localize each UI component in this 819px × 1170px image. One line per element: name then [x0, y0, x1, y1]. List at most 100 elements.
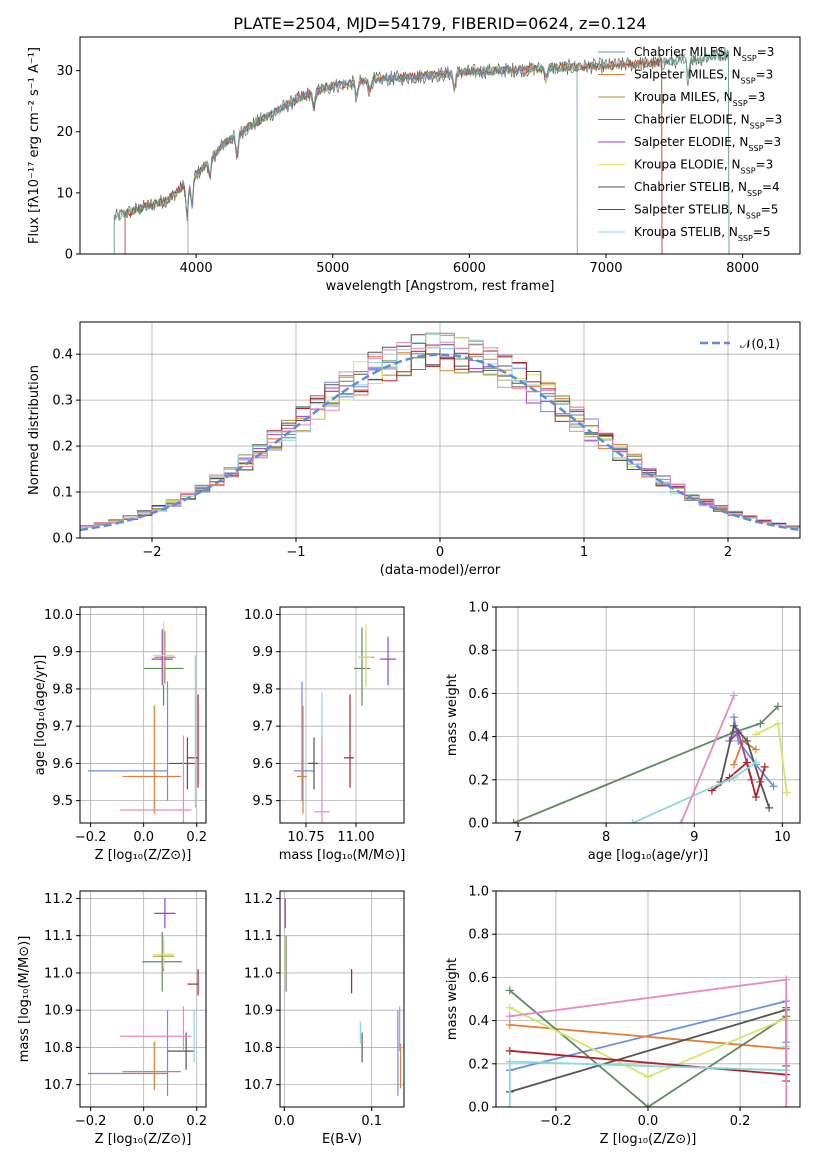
x-tick-label: 8 [602, 830, 610, 845]
massweight-marker [751, 793, 760, 802]
massweight-vs-age-panel: 7 8 9 10 0.0 0.2 0.4 0.6 0.8 1.0 age [log₁₀(age/yr… [445, 601, 801, 863]
x-tick-label: −0.2 [75, 830, 107, 845]
x-tick-label: 6000 [453, 261, 486, 276]
axes-frame [279, 606, 405, 824]
plot-area [505, 975, 791, 1107]
legend-label: Chabrier MILES, NSSP=3 [634, 45, 774, 63]
y-axis-label: mass [log₁₀(M/M⊙)] [17, 936, 32, 1063]
y-tick-label: 0.0 [468, 817, 489, 832]
massweight-line [680, 695, 735, 823]
y-tick-label: 10.8 [244, 1041, 273, 1056]
massweight-marker [505, 1012, 514, 1021]
massweight-line [733, 717, 775, 787]
y-tick-label: 10 [56, 186, 73, 201]
x-axis-label: mass [log₁₀(M/M⊙)] [279, 848, 406, 863]
x-axis-label: wavelength [Angstrom, rest frame] [326, 279, 555, 294]
massweight-vs-metallicity-panel: −0.2 0.0 0.2 0.0 0.2 0.4 0.6 0.8 1.0 Z [log₁₀(Z/Z… [445, 885, 801, 1147]
massweight-marker [751, 758, 760, 767]
model-spectrum-line [187, 62, 578, 254]
y-tick-label: 0 [65, 248, 73, 263]
x-tick-label: 0.0 [133, 830, 154, 845]
x-tick-label: −1 [286, 545, 305, 560]
x-tick-label: −0.2 [75, 1114, 107, 1129]
massweight-marker [505, 1003, 514, 1012]
x-tick-label: 10 [774, 830, 791, 845]
y-tick-label: 0.6 [468, 971, 489, 986]
massweight-marker [760, 762, 769, 771]
massweight-marker [751, 745, 760, 754]
y-axis-label: mass weight [445, 958, 460, 1040]
legend-label: Kroupa MILES, NSSP=3 [634, 90, 765, 108]
model-spectrum-line [187, 63, 578, 254]
massweight-marker [765, 803, 774, 812]
gaussian-curve [80, 353, 800, 532]
y-tick-label: 11.0 [44, 966, 73, 981]
massweight-marker [773, 702, 782, 711]
massweight-marker [505, 986, 514, 995]
y-tick-label: 11.2 [44, 892, 73, 907]
y-tick-label: 0.1 [52, 486, 73, 501]
x-tick-label: 0.0 [638, 1114, 659, 1129]
y-tick-label: 9.6 [52, 757, 73, 772]
x-tick-label: 0.2 [730, 1114, 751, 1129]
y-tick-label: 11.1 [44, 929, 73, 944]
model-spectrum-line [113, 49, 730, 254]
x-tick-label: 8000 [726, 261, 759, 276]
y-tick-label: 9.6 [252, 757, 273, 772]
x-axis-label: Z [log₁₀(Z/Z⊙)] [95, 1132, 192, 1147]
axes-frame [279, 890, 405, 1108]
plot-area [284, 898, 402, 1096]
x-axis-label: Z [log₁₀(Z/Z⊙)] [600, 1132, 697, 1147]
y-tick-label: 10.7 [244, 1078, 273, 1093]
massweight-marker [751, 730, 760, 739]
y-axis-label: age [log₁₀(age/yr)] [33, 655, 48, 776]
y-tick-label: 10.9 [244, 1004, 273, 1019]
x-tick-label: −0.2 [540, 1114, 572, 1129]
y-tick-label: 10.8 [44, 1041, 73, 1056]
plot-area [87, 621, 199, 823]
x-axis-label: age [log₁₀(age/yr)] [588, 848, 709, 863]
x-tick-label: 0.0 [133, 1114, 154, 1129]
y-tick-label: 9.9 [252, 645, 273, 660]
plot-area [509, 691, 791, 823]
y-tick-label: 0.4 [468, 1014, 489, 1029]
massweight-marker [729, 713, 738, 722]
massweight-marker [677, 819, 686, 823]
massweight-marker [509, 819, 518, 823]
spectrum-panel: 4000 5000 6000 7000 8000 0 10 20 30 wavelength [A… [27, 36, 801, 294]
massweight-marker [782, 975, 791, 984]
y-tick-label: 9.5 [52, 794, 73, 809]
y-axis-label: Normed distribution [27, 365, 42, 495]
y-tick-label: 0.4 [52, 348, 73, 363]
x-tick-label: 1 [580, 545, 588, 560]
x-tick-label: 9 [690, 830, 698, 845]
x-tick-label: 5000 [316, 261, 349, 276]
y-tick-label: 0.2 [468, 1057, 489, 1072]
x-tick-label: 7 [514, 830, 522, 845]
age-vs-metallicity-panel: −0.2 0.0 0.2 9.5 9.6 9.7 9.8 9.9 10.0 Z [log₁₀(Z/… [33, 606, 207, 863]
legend-label: Chabrier ELODIE, NSSP=3 [634, 113, 782, 131]
legend-label: Kroupa STELIB, NSSP=5 [634, 225, 771, 243]
massweight-marker [729, 721, 738, 730]
massweight-marker [729, 691, 738, 700]
y-tick-label: 0.6 [468, 687, 489, 702]
massweight-marker [729, 760, 738, 769]
legend-label-gaussian: 𝒩(0,1) [740, 337, 780, 351]
y-tick-label: 9.8 [252, 682, 273, 697]
massweight-marker [743, 758, 752, 767]
legend-label: Salpeter MILES, NSSP=3 [634, 68, 773, 86]
massweight-marker [505, 1020, 514, 1029]
x-tick-label: 11.00 [337, 830, 374, 845]
y-tick-label: 0.8 [468, 644, 489, 659]
massweight-marker [644, 1103, 652, 1107]
legend-label: Chabrier STELIB, NSSP=4 [634, 180, 780, 198]
massweight-marker [773, 719, 782, 728]
residual-histogram-panel: −2 −1 0 1 2 0.0 0.1 0.2 0.3 0.4 (data-model)/error… [27, 321, 801, 578]
histogram-series [80, 341, 800, 538]
y-tick-label: 9.5 [252, 794, 273, 809]
figure-title: PLATE=2504, MJD=54179, FIBERID=0624, z=0… [233, 14, 646, 33]
y-tick-label: 0.4 [468, 730, 489, 745]
massweight-marker [505, 1057, 514, 1066]
y-tick-label: 11.0 [244, 966, 273, 981]
